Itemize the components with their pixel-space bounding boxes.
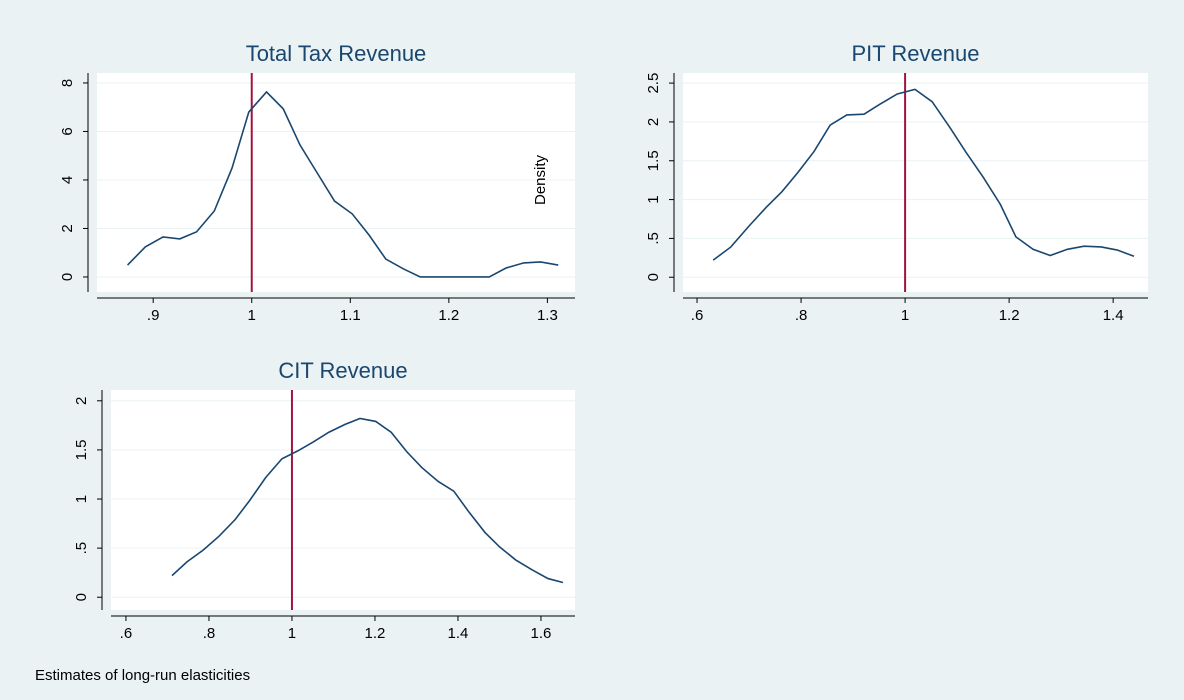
y-tick-label: 1.5 [645, 150, 662, 171]
panel-title: CIT Revenue [278, 358, 407, 383]
plot-area [683, 73, 1148, 292]
plot-area [97, 73, 575, 292]
x-tick-label: .8 [203, 625, 216, 642]
y-tick-label: 1 [645, 195, 662, 203]
x-tick-label: 1.4 [1103, 307, 1124, 324]
x-tick-label: .8 [795, 307, 808, 324]
y-tick-label: 4 [59, 176, 76, 184]
x-tick-label: 1.6 [531, 625, 552, 642]
plot-area [111, 390, 575, 610]
x-tick-label: .9 [147, 307, 160, 324]
density-line [126, 90, 559, 278]
y-tick-label: 6 [59, 127, 76, 135]
y-tick-label: 0 [645, 273, 662, 281]
y-tick-label: 8 [59, 79, 76, 87]
density-line [171, 417, 564, 584]
x-tick-label: 1.3 [537, 307, 558, 324]
y-tick-label: 1.5 [73, 439, 90, 460]
y-axis-label: Density [532, 154, 549, 205]
y-tick-label: 2 [73, 397, 90, 405]
x-tick-label: 1.4 [448, 625, 469, 642]
x-tick-label: 1 [288, 625, 296, 642]
x-tick-label: 1.1 [340, 307, 361, 324]
panel-title: PIT Revenue [851, 41, 979, 66]
y-tick-label: 1 [73, 495, 90, 503]
x-tick-label: 1.2 [365, 625, 386, 642]
note: Estimates of long-run elasticities [35, 667, 250, 684]
x-tick-label: .6 [120, 625, 133, 642]
y-tick-label: .5 [645, 232, 662, 245]
panel-title: Total Tax Revenue [246, 41, 427, 66]
x-tick-label: 1.2 [999, 307, 1020, 324]
y-tick-label: 2 [59, 224, 76, 232]
x-tick-label: 1.2 [438, 307, 459, 324]
y-tick-label: 0 [59, 273, 76, 281]
x-tick-label: .6 [691, 307, 704, 324]
y-tick-label: 0 [73, 593, 90, 601]
y-tick-label: 2.5 [645, 73, 662, 94]
density-line [712, 88, 1135, 261]
y-tick-label: .5 [73, 542, 90, 555]
y-tick-label: 2 [645, 118, 662, 126]
x-tick-label: 1 [248, 307, 256, 324]
x-tick-label: 1 [901, 307, 909, 324]
